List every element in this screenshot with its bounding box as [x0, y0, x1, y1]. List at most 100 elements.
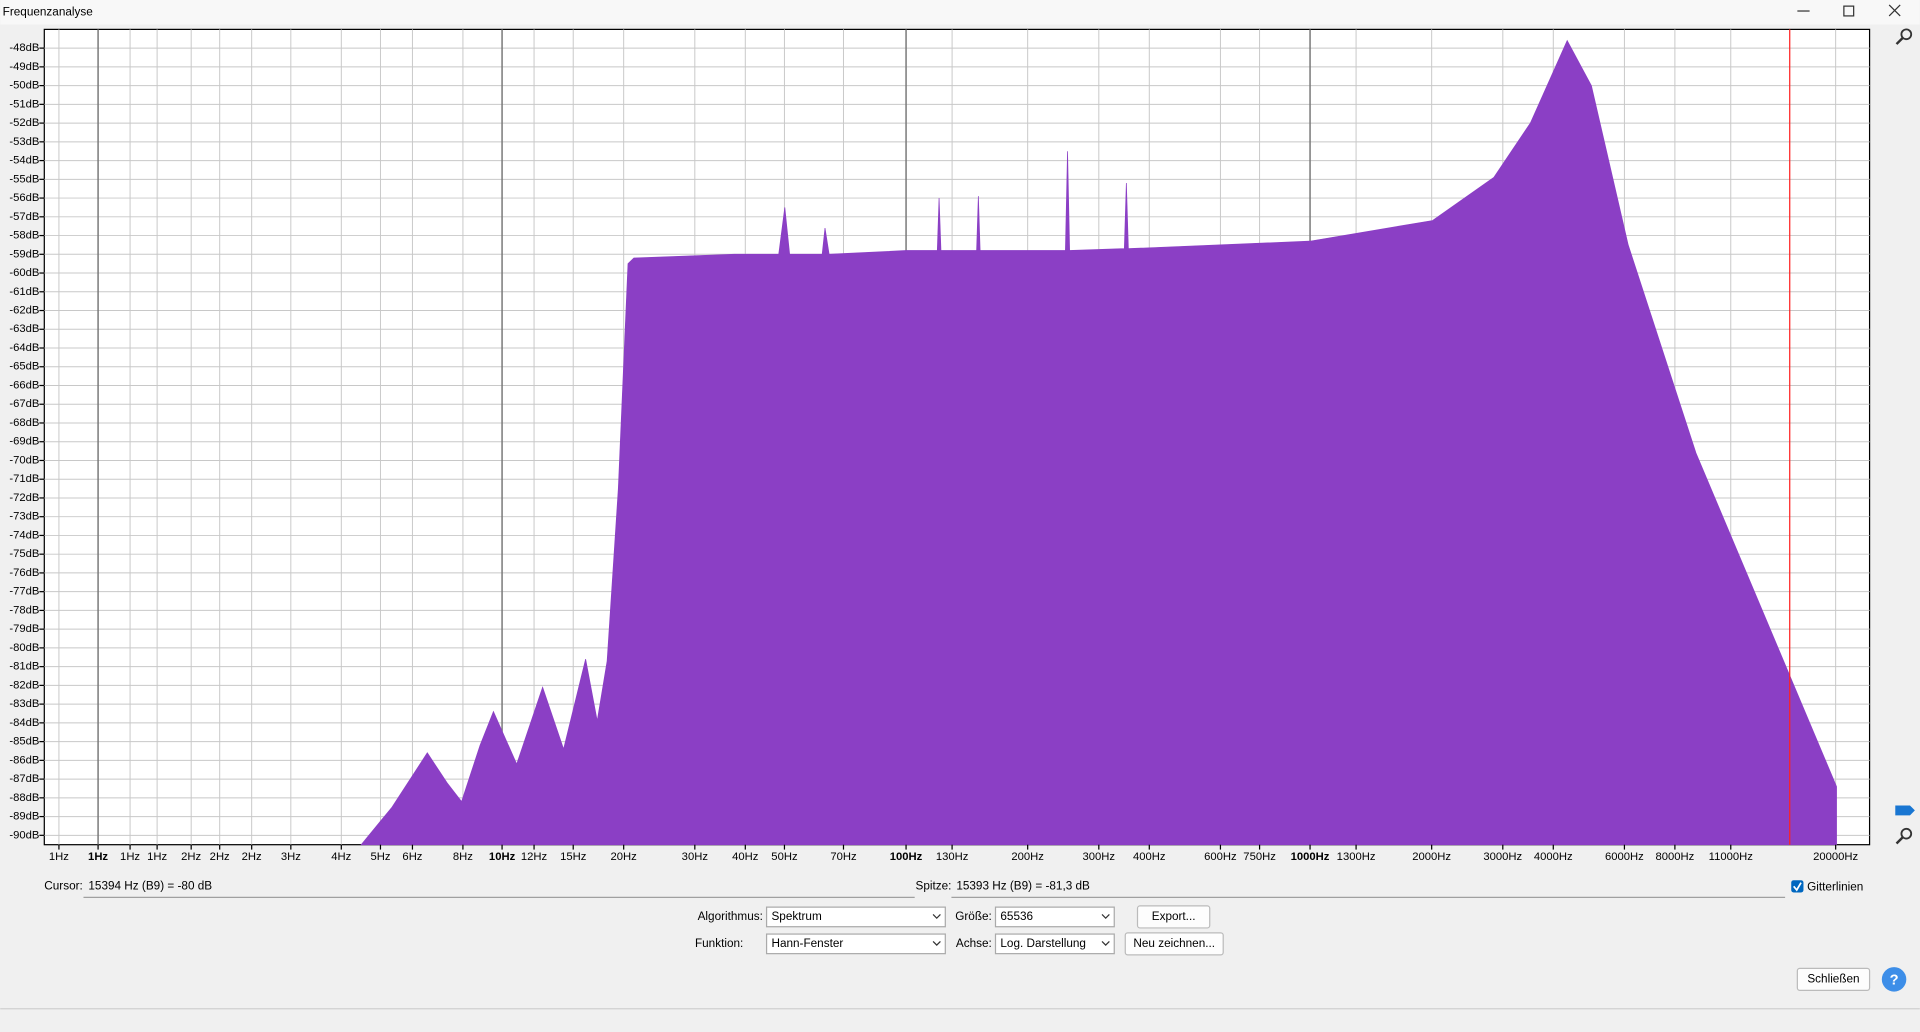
algorithm-select[interactable] [765, 906, 946, 928]
x-tick-label: 2000Hz [1412, 851, 1451, 863]
x-tick-label: 600Hz [1204, 851, 1237, 863]
redraw-button[interactable] [1124, 932, 1224, 956]
x-tick-label: 15Hz [560, 851, 587, 863]
zoom-in-button[interactable] [1895, 28, 1913, 45]
x-tick-label: 3000Hz [1483, 851, 1522, 863]
x-tick-label: 4000Hz [1534, 851, 1573, 863]
maximize-button[interactable] [1843, 5, 1855, 17]
redraw-button-label: Neu zeichnen... [1133, 937, 1215, 950]
axis-select[interactable] [994, 933, 1115, 955]
y-tick-label: -53dB [9, 136, 39, 148]
size-label: Größe: [955, 910, 992, 923]
y-tick-label: -86dB [9, 754, 39, 766]
x-tick-label: 1000Hz [1291, 851, 1330, 863]
y-tick-label: -79dB [9, 623, 39, 635]
close-window-button[interactable] [1888, 4, 1901, 17]
y-tick-label: -50dB [9, 80, 39, 92]
y-tick-label: -74dB [9, 529, 39, 541]
dropdown-arrow [1101, 914, 1110, 920]
peak-label: Spitze: [916, 879, 952, 892]
checkmark [1793, 882, 1802, 892]
y-tick-label: -70dB [9, 454, 39, 466]
y-tick-label: -88dB [9, 792, 39, 804]
x-tick-label: 130Hz [936, 851, 969, 863]
x-tick-label: 30Hz [682, 851, 709, 863]
x-tick-label: 10Hz [489, 851, 516, 863]
y-tick-label: -82dB [9, 679, 39, 691]
x-tick-label: 1Hz [49, 851, 69, 863]
help-button-label: ? [1890, 972, 1899, 988]
dropdown-arrow [1101, 940, 1110, 946]
y-tick-label: -66dB [9, 379, 39, 391]
x-tick-label: 300Hz [1083, 851, 1116, 863]
x-tick-label: 20000Hz [1813, 851, 1858, 863]
x-tick-label: 1Hz [88, 851, 108, 863]
x-tick-label: 50Hz [771, 851, 798, 863]
export-button[interactable] [1136, 905, 1211, 929]
window-title: Frequenzanalyse [3, 5, 94, 18]
y-tick-label: -87dB [9, 773, 39, 785]
y-tick-label: -56dB [9, 192, 39, 204]
y-tick-label: -69dB [9, 436, 39, 448]
dropdown-arrow [932, 940, 941, 946]
algorithm-value: Spektrum [771, 910, 821, 923]
y-tick-label: -60dB [9, 267, 39, 279]
function-value: Hann-Fenster [771, 937, 843, 950]
y-tick-label: -78dB [9, 604, 39, 616]
zoom-slider[interactable] [1895, 805, 1915, 816]
x-tick-label: 2Hz [181, 851, 201, 863]
y-tick-label: -68dB [9, 417, 39, 429]
y-tick-label: -52dB [9, 117, 39, 129]
close-button[interactable] [1796, 967, 1871, 991]
x-tick-label: 200Hz [1011, 851, 1044, 863]
y-tick-label: -84dB [9, 717, 39, 729]
y-tick-label: -59dB [9, 248, 39, 260]
y-tick-label: -62dB [9, 304, 39, 316]
x-tick-label: 20Hz [611, 851, 638, 863]
y-tick-label: -51dB [9, 98, 39, 110]
x-tick-label: 750Hz [1243, 851, 1276, 863]
x-tick-label: 8000Hz [1656, 851, 1695, 863]
y-tick-label: -85dB [9, 736, 39, 748]
y-tick-label: -49dB [9, 61, 39, 73]
peak-value: 15393 Hz (B9) = -81,3 dB [956, 879, 1090, 892]
x-tick-label: 100Hz [890, 851, 923, 863]
y-tick-label: -76dB [9, 567, 39, 579]
help-button[interactable] [1881, 967, 1907, 992]
title-bar [0, 0, 1920, 25]
x-tick-label: 70Hz [830, 851, 857, 863]
y-tick-label: -80dB [9, 642, 39, 654]
export-button-label: Export... [1152, 910, 1196, 923]
x-tick-label: 8Hz [453, 851, 473, 863]
dropdown-arrow [932, 914, 941, 920]
x-tick-label: 3Hz [281, 851, 301, 863]
y-tick-label: -71dB [9, 473, 39, 485]
y-tick-label: -63dB [9, 323, 39, 335]
x-tick-label: 2Hz [210, 851, 230, 863]
x-tick-label: 6Hz [402, 851, 422, 863]
x-tick-label: 4Hz [331, 851, 351, 863]
x-tick-label: 1Hz [147, 851, 167, 863]
x-tick-label: 5Hz [370, 851, 390, 863]
y-tick-label: -90dB [9, 829, 39, 841]
zoom-out-button[interactable] [1895, 827, 1913, 845]
y-tick-label: -64dB [9, 342, 39, 354]
axis-value: Log. Darstellung [1000, 937, 1086, 950]
y-tick-label: -81dB [9, 661, 39, 673]
x-tick-label: 1Hz [120, 851, 140, 863]
x-tick-label: 6000Hz [1605, 851, 1644, 863]
grid-checkbox-label: Gitterlinien [1807, 881, 1863, 894]
y-tick-label: -89dB [9, 811, 39, 823]
x-tick-label: 2Hz [242, 851, 262, 863]
y-tick-label: -72dB [9, 492, 39, 504]
spectrum-area [360, 39, 1837, 846]
function-select[interactable] [765, 933, 946, 955]
x-tick-label: 11000Hz [1709, 851, 1754, 863]
size-value: 65536 [1000, 910, 1033, 923]
y-tick-label: -73dB [9, 511, 39, 523]
size-select[interactable] [994, 906, 1115, 928]
y-tick-label: -75dB [9, 548, 39, 560]
